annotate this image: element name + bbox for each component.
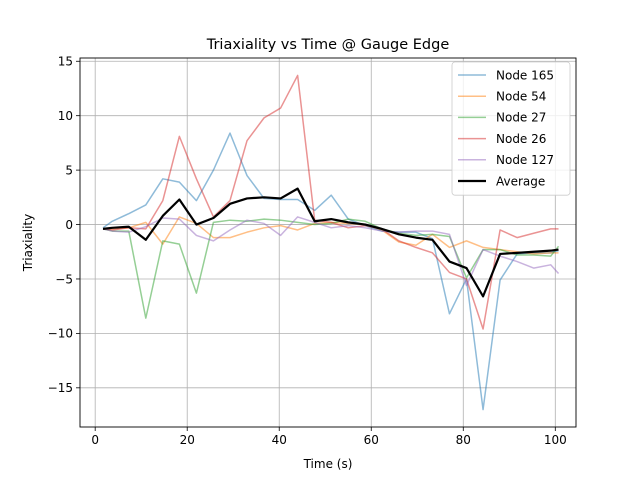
legend-label: Node 127 bbox=[496, 153, 554, 167]
y-tick-label: 5 bbox=[65, 163, 73, 177]
x-tick-label: 40 bbox=[272, 433, 287, 447]
legend-label: Node 165 bbox=[496, 68, 554, 82]
y-tick-label: 10 bbox=[58, 109, 73, 123]
legend-label: Node 27 bbox=[496, 111, 546, 125]
y-tick-label: 15 bbox=[58, 55, 73, 69]
x-tick-label: 100 bbox=[544, 433, 567, 447]
series-line-node-165 bbox=[102, 132, 559, 411]
series-line-node-27 bbox=[102, 218, 560, 319]
plot-frame bbox=[79, 57, 577, 428]
legend: Node 165 Node 54 Node 27 Node 26 Node 127 Ave… bbox=[451, 61, 571, 196]
x-tick-label: 20 bbox=[180, 433, 195, 447]
x-tick-label: 0 bbox=[91, 433, 99, 447]
legend-label: Node 54 bbox=[496, 90, 546, 104]
series-layer bbox=[102, 74, 560, 411]
legend-label: Average bbox=[496, 174, 545, 188]
y-axis-label: Triaxiality bbox=[21, 214, 35, 272]
y-tick-label: −5 bbox=[55, 272, 73, 286]
legend-box bbox=[451, 61, 571, 196]
y-tick-label: −15 bbox=[48, 381, 73, 395]
y-tick-label: 0 bbox=[65, 218, 73, 232]
series-line-node-26 bbox=[102, 74, 559, 330]
x-tick-label: 60 bbox=[364, 433, 379, 447]
y-tick-label: −10 bbox=[48, 327, 73, 341]
chart-title: Triaxiality vs Time @ Gauge Edge bbox=[206, 37, 450, 53]
x-tick-label: 80 bbox=[456, 433, 471, 447]
legend-label: Node 26 bbox=[496, 132, 546, 146]
series-line-average bbox=[102, 187, 559, 298]
tick-layer: 0 20 40 60 80 100 −15 −10 −5 0 5 10 15 bbox=[48, 55, 567, 447]
x-axis-label: Time (s) bbox=[303, 457, 353, 471]
series-line-node-127 bbox=[102, 216, 560, 287]
